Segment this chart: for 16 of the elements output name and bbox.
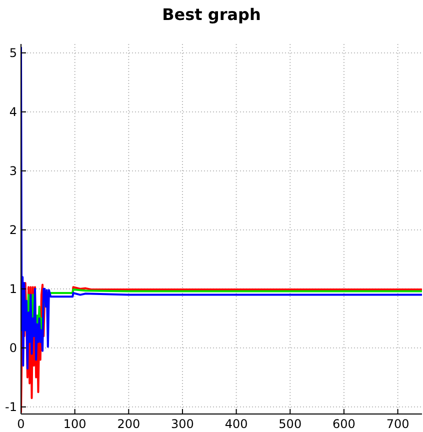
- y-tick-label: -1: [5, 400, 17, 414]
- x-tick-label: 500: [278, 417, 302, 431]
- chart-title: Best graph: [162, 5, 261, 24]
- x-tick-label: 600: [332, 417, 356, 431]
- y-tick-label: 4: [9, 104, 17, 119]
- y-tick-label: 3: [9, 164, 17, 178]
- y-tick-label: 5: [9, 46, 17, 60]
- y-tick-label: 1: [9, 282, 17, 296]
- x-tick-label: 200: [117, 417, 140, 431]
- x-tick-label: 700: [386, 417, 410, 431]
- line-series: [21, 46, 422, 370]
- y-tick-label: 2: [9, 222, 17, 237]
- x-tick-label: 300: [171, 417, 194, 431]
- x-tick-label: 100: [63, 417, 86, 431]
- y-tick-label: 0: [9, 340, 17, 355]
- x-tick-label: 400: [224, 417, 248, 431]
